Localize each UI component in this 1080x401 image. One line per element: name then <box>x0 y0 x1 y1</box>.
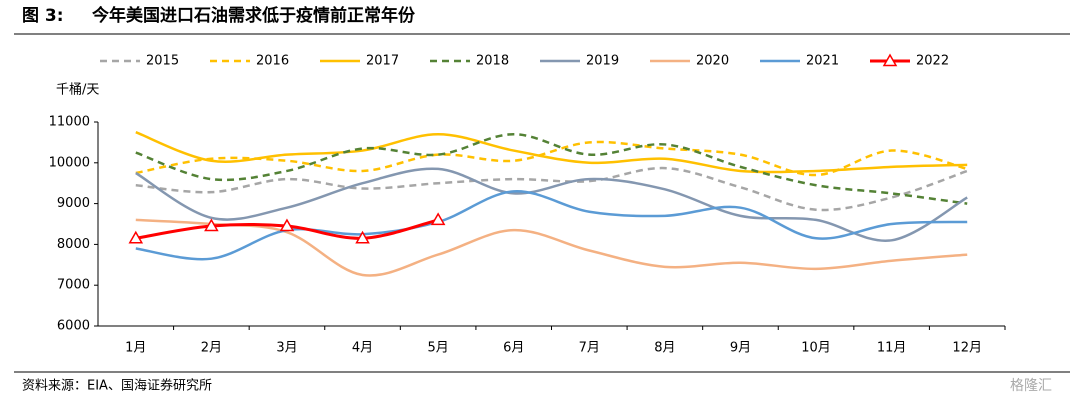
y-unit: 千桶/天 <box>56 83 99 98</box>
y-tick-label: 9000 <box>57 196 90 211</box>
legend-label: 2020 <box>696 54 729 69</box>
legend-label: 2018 <box>476 54 509 69</box>
x-tick-label: 7月 <box>579 341 600 356</box>
series-line <box>135 166 968 212</box>
series-line <box>135 132 968 205</box>
x-tick-label: 3月 <box>276 341 297 356</box>
x-tick-label: 10月 <box>801 341 831 356</box>
point-marker <box>279 218 295 232</box>
figure-label: 图 3: <box>22 6 64 26</box>
source: 资料来源：EIA、国海证券研究所 <box>22 378 212 394</box>
series-line <box>135 140 968 177</box>
legend-label: 2015 <box>146 54 179 69</box>
x-tick-label: 9月 <box>730 341 751 356</box>
series-line <box>135 131 968 174</box>
point-marker <box>204 218 219 232</box>
x-tick-label: 12月 <box>952 341 982 356</box>
series-line <box>135 167 968 243</box>
y-tick-label: 11000 <box>49 115 90 130</box>
watermark: 格隆汇 <box>1010 378 1052 394</box>
point-marker <box>355 230 370 244</box>
legend-label: 2022 <box>916 54 949 69</box>
point-marker <box>430 212 446 226</box>
x-tick-label: 5月 <box>427 341 448 356</box>
legend-label: 2017 <box>366 54 399 69</box>
y-tick-label: 6000 <box>57 319 90 334</box>
point-marker <box>128 230 144 244</box>
series-line <box>135 190 968 261</box>
x-tick-label: 11月 <box>877 341 907 356</box>
legend-label: 2021 <box>806 54 839 69</box>
x-tick-label: 4月 <box>352 341 373 356</box>
x-tick-label: 1月 <box>125 341 146 356</box>
y-tick-label: 7000 <box>57 278 90 293</box>
legend-marker <box>882 53 898 67</box>
y-tick-label: 10000 <box>49 155 90 170</box>
x-tick-label: 8月 <box>654 341 675 356</box>
y-tick-label: 8000 <box>57 237 90 252</box>
chart-title: 今年美国进口石油需求低于疫情前正常年份 <box>92 5 416 26</box>
x-tick-label: 6月 <box>503 341 524 356</box>
legend-label: 2016 <box>256 54 289 69</box>
legend-label: 2019 <box>586 54 619 69</box>
x-tick-label: 2月 <box>201 341 222 356</box>
